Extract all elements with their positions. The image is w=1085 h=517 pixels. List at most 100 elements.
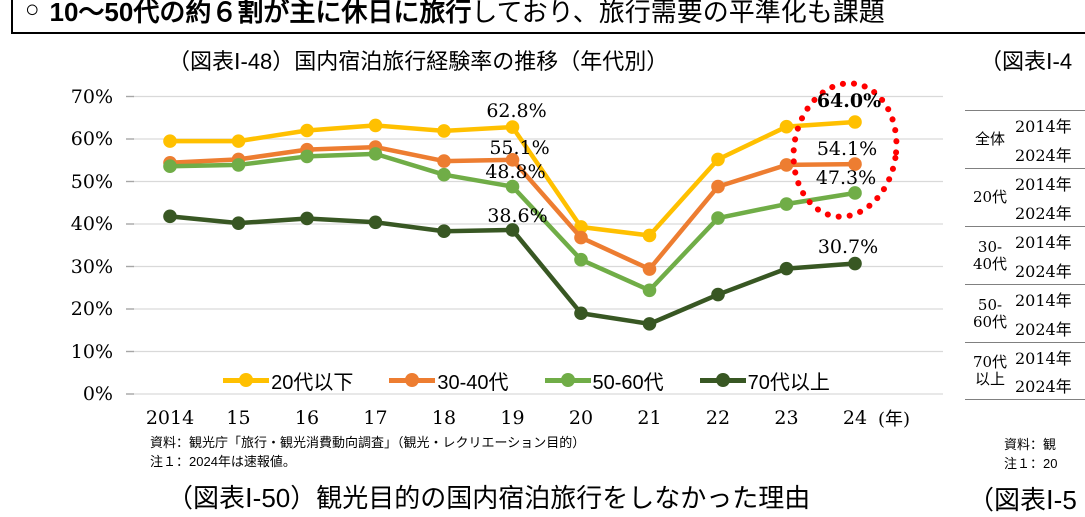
y-tick-label: 40% bbox=[70, 213, 113, 235]
x-tick-label: 18 bbox=[431, 407, 457, 429]
data-point bbox=[711, 152, 725, 167]
table-year-cell: 2014年 bbox=[1015, 233, 1072, 253]
value-label: 30.7% bbox=[817, 235, 879, 258]
data-point bbox=[574, 252, 588, 267]
table-year-cell: 2014年 bbox=[1015, 349, 1072, 368]
data-point bbox=[642, 228, 657, 243]
legend-label: 70代以上 bbox=[747, 371, 830, 394]
legend-marker-icon bbox=[389, 373, 436, 387]
value-label: 38.6% bbox=[487, 204, 548, 227]
y-tick-label: 50% bbox=[70, 170, 113, 193]
data-point bbox=[163, 209, 177, 224]
value-label: 47.3% bbox=[815, 166, 877, 189]
data-point bbox=[368, 215, 383, 230]
x-tick-label: 22 bbox=[705, 407, 731, 429]
legend-label: 20代以下 bbox=[271, 371, 354, 394]
value-label: 54.1% bbox=[816, 138, 878, 161]
data-point bbox=[163, 159, 177, 173]
y-tick-label: 30% bbox=[70, 255, 113, 278]
x-tick-label: 20 bbox=[568, 407, 594, 429]
table-group-row: 全体 2014年 2024年 bbox=[965, 110, 1085, 168]
data-point bbox=[368, 118, 383, 133]
headline-bullet-icon: ○ bbox=[25, 0, 40, 23]
legend-item-2: 50-60代 bbox=[544, 366, 664, 395]
source-note: 資料：観光庁「旅行・観光消費動向調査」（観光・レクリエーション目的） 注１：20… bbox=[150, 433, 585, 471]
chart-legend: 20代以下 30-40代 50-60代 70代以上 bbox=[105, 366, 948, 394]
x-tick-label: 19 bbox=[500, 407, 525, 429]
legend-item-3: 70代以上 bbox=[699, 366, 830, 395]
legend-marker-icon bbox=[699, 373, 746, 387]
data-point bbox=[574, 230, 588, 245]
data-point bbox=[505, 223, 520, 237]
right-source-line-1: 資料：観 bbox=[1004, 437, 1057, 452]
value-label: 48.8% bbox=[485, 160, 546, 183]
data-point bbox=[711, 211, 725, 225]
table-year-cell: 2014年 bbox=[1015, 117, 1072, 137]
table-year-cell: 2024年 bbox=[1015, 203, 1072, 223]
data-point bbox=[711, 287, 725, 302]
value-label: 64.0% bbox=[816, 90, 882, 112]
data-point bbox=[779, 119, 794, 134]
right-figure-title: （図表Ⅰ-4 bbox=[980, 49, 1073, 74]
table-group-row: 30- 40代 2014年 2024年 bbox=[965, 226, 1085, 284]
table-group-label: 20代 bbox=[972, 188, 1008, 206]
x-tick-label: 2014 bbox=[145, 407, 195, 429]
data-point bbox=[779, 158, 794, 172]
data-point bbox=[505, 153, 520, 167]
x-tick-label: 15 bbox=[226, 407, 251, 429]
data-point bbox=[437, 224, 451, 239]
data-point bbox=[437, 124, 451, 138]
table-group-label: 70代 以上 bbox=[972, 353, 1008, 388]
data-point bbox=[779, 197, 794, 211]
data-point bbox=[163, 134, 177, 148]
data-point bbox=[231, 134, 246, 148]
data-point bbox=[300, 211, 314, 226]
table-group-row: 70代 以上 2014年 2024年 bbox=[965, 342, 1085, 400]
data-point bbox=[300, 123, 314, 138]
data-point bbox=[848, 186, 862, 200]
legend-label: 50-60代 bbox=[592, 371, 664, 394]
data-point bbox=[231, 216, 246, 230]
value-label: 62.8% bbox=[486, 100, 547, 123]
data-point bbox=[642, 317, 657, 331]
headline-banner: ○ 10～50代の約６割が主に休日に旅行 しており、旅行需要の平準化も課題 bbox=[11, 0, 1085, 34]
data-point bbox=[368, 147, 383, 161]
table-group-row: 50- 60代 2014年 2024年 bbox=[965, 284, 1085, 342]
source-line-1: 資料：観光庁「旅行・観光消費動向調査」（観光・レクリエーション目的） bbox=[150, 435, 586, 450]
table-group-label: 全体 bbox=[974, 130, 1005, 148]
source-line-2: 注１：2024年は速報値。 bbox=[150, 454, 296, 469]
right-summary-table: 全体 2014年 2024年 20代 2014年 2024年 30- 40代 2014年 2024… bbox=[965, 110, 1085, 400]
data-point bbox=[505, 179, 520, 194]
table-year-cell: 2024年 bbox=[1015, 377, 1072, 396]
right-source-line-2: 注１：20 bbox=[1004, 456, 1058, 471]
y-tick-label: 60% bbox=[70, 128, 113, 150]
x-tick-label: 16 bbox=[294, 407, 320, 429]
data-point bbox=[642, 283, 657, 298]
highlight-ellipse bbox=[790, 80, 900, 220]
y-tick-label: 70% bbox=[70, 85, 113, 108]
legend-item-1: 30-40代 bbox=[389, 366, 509, 395]
data-point bbox=[711, 179, 725, 194]
x-axis-unit-label: (年) bbox=[878, 409, 911, 430]
data-point bbox=[437, 167, 451, 182]
data-point bbox=[505, 120, 520, 134]
figure-48-title: （図表Ⅰ-48）国内宿泊旅行経験率の推移（年代別） bbox=[168, 49, 669, 74]
data-point bbox=[779, 261, 794, 276]
legend-marker-icon bbox=[544, 373, 591, 387]
table-group-label: 50- 60代 bbox=[972, 295, 1008, 331]
x-tick-label: 21 bbox=[637, 407, 662, 429]
legend-item-0: 20代以下 bbox=[223, 366, 353, 395]
legend-marker-icon bbox=[223, 373, 270, 387]
value-label: 55.1% bbox=[489, 136, 550, 159]
data-point bbox=[848, 157, 862, 171]
table-year-cell: 2014年 bbox=[1015, 175, 1072, 195]
data-point bbox=[848, 115, 862, 129]
y-tick-label: 10% bbox=[70, 340, 113, 363]
data-point bbox=[300, 149, 314, 164]
data-point bbox=[574, 306, 588, 321]
x-tick-label: 24 bbox=[842, 407, 868, 429]
right-source-note: 資料：観 注１：20 bbox=[1004, 435, 1057, 473]
legend-label: 30-40代 bbox=[437, 371, 509, 394]
x-tick-label: 23 bbox=[774, 407, 799, 429]
